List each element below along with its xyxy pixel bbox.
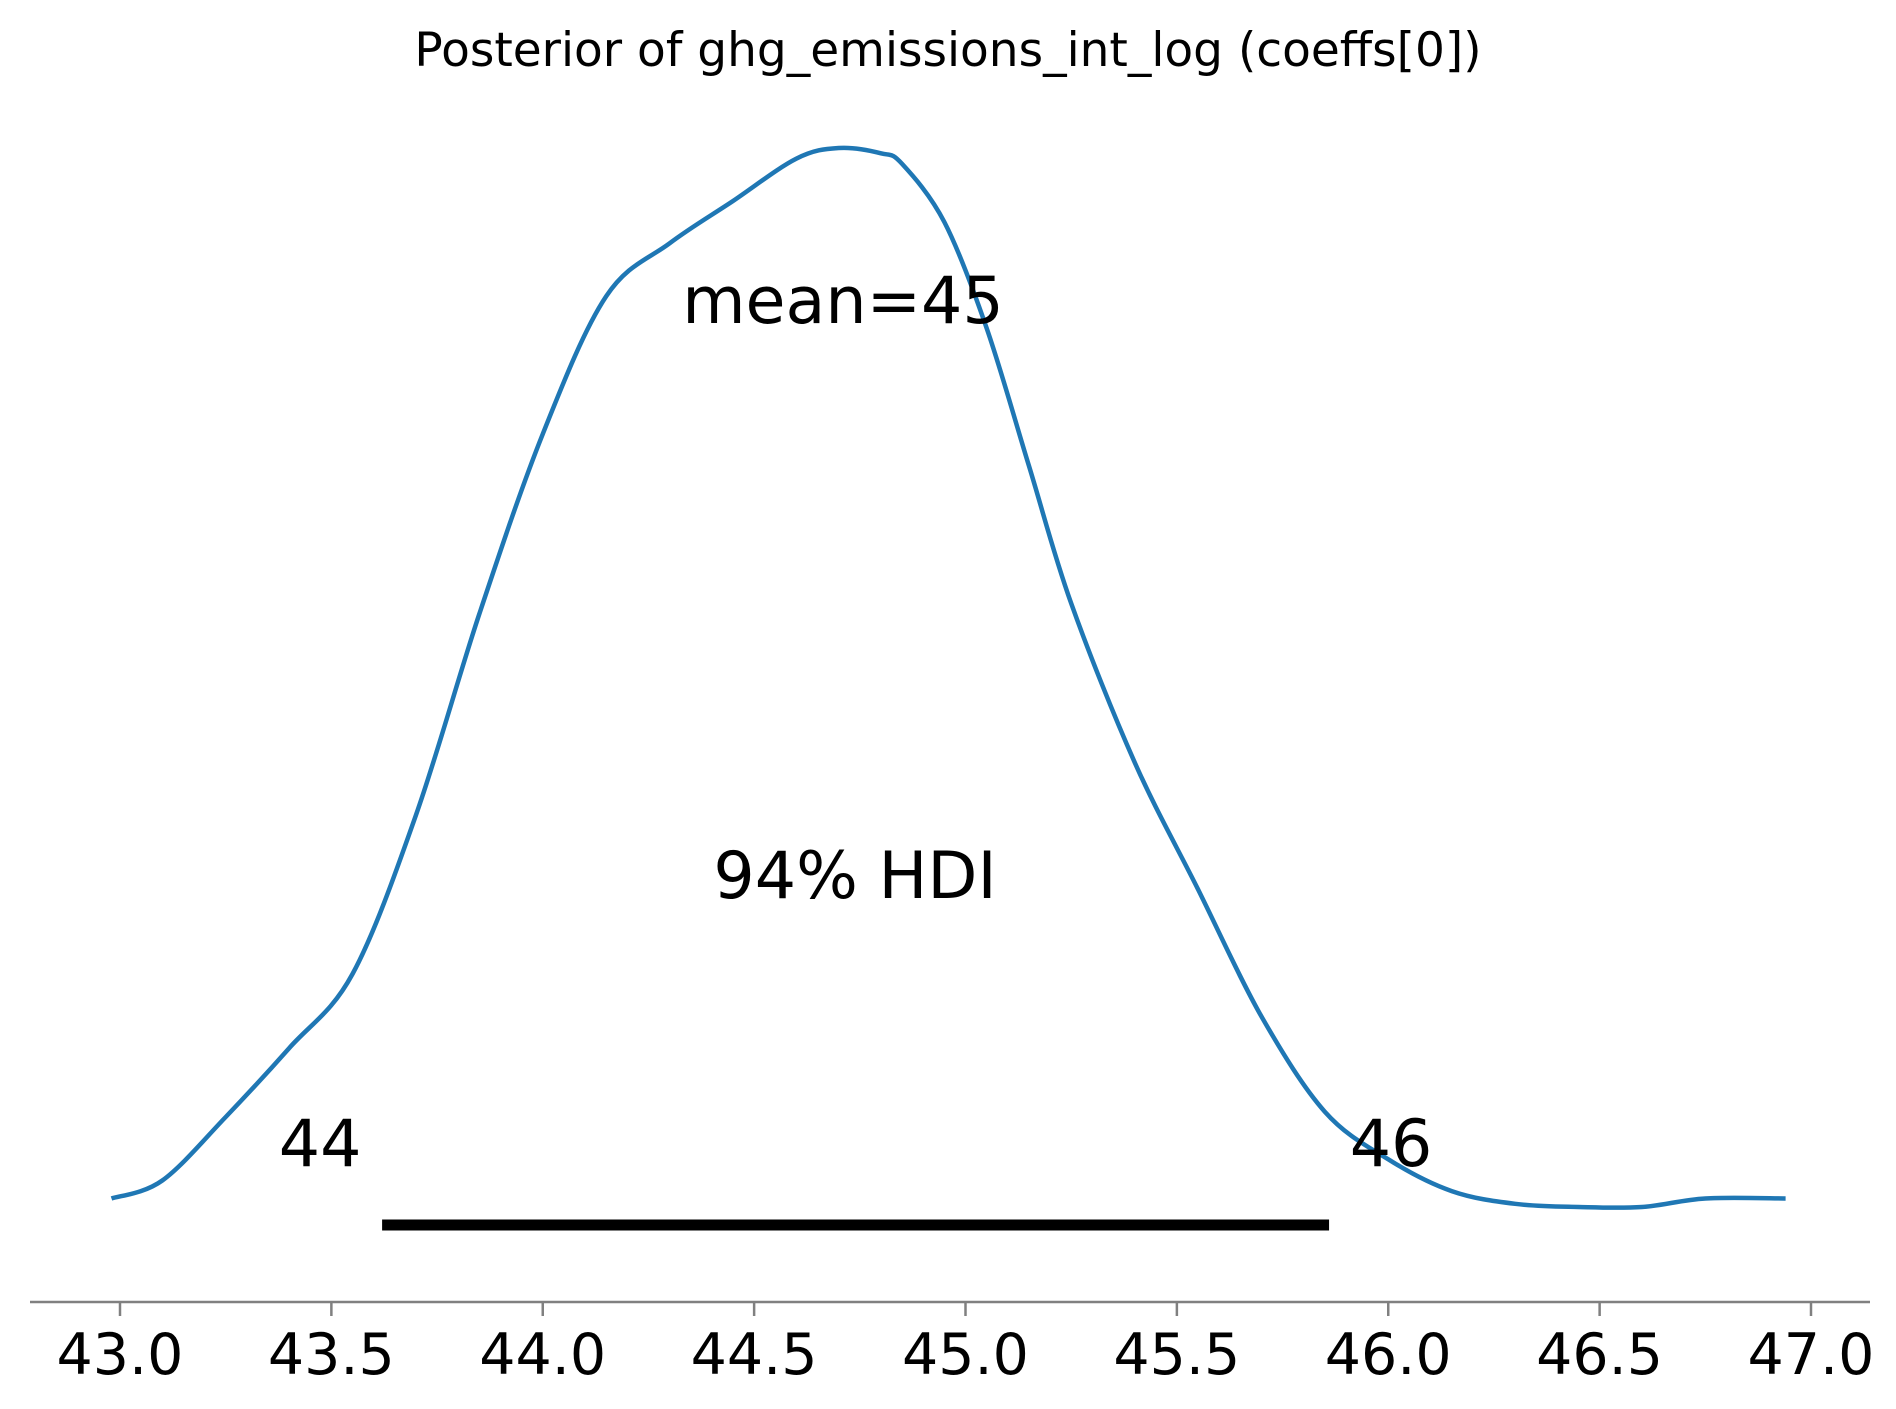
x-axis-ticks: 43.0 43.5 44.0 44.5 45.0 45.5 46.0 46.5 47.0 bbox=[57, 1302, 1875, 1388]
hdi-low-label: 44 bbox=[279, 1107, 362, 1182]
density-curve bbox=[110, 145, 1786, 1210]
chart-title: Posterior of ghg_emissions_int_log (coef… bbox=[414, 23, 1481, 78]
x-tick-label: 45.0 bbox=[902, 1322, 1029, 1388]
x-tick-label: 46.5 bbox=[1536, 1322, 1663, 1388]
x-tick-label: 43.0 bbox=[57, 1322, 184, 1388]
x-tick-label: 45.5 bbox=[1113, 1322, 1240, 1388]
x-tick-label: 46.0 bbox=[1325, 1322, 1452, 1388]
mean-label: mean=45 bbox=[682, 264, 1004, 339]
x-tick-label: 44.5 bbox=[691, 1322, 818, 1388]
x-tick-label: 47.0 bbox=[1748, 1322, 1875, 1388]
x-tick-label: 44.0 bbox=[479, 1322, 606, 1388]
hdi-label: 94% HDI bbox=[713, 839, 996, 914]
hdi-high-label: 46 bbox=[1350, 1107, 1433, 1182]
x-tick-label: 43.5 bbox=[268, 1322, 395, 1388]
